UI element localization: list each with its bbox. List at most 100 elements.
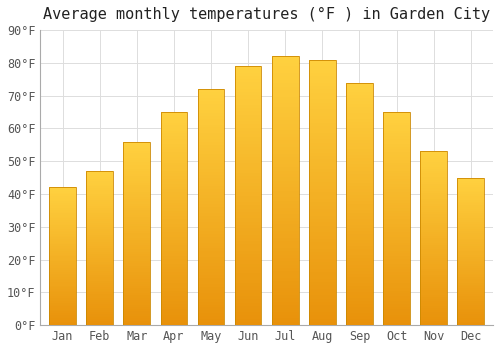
Bar: [124, 151, 150, 153]
Bar: [309, 162, 336, 166]
Bar: [160, 232, 188, 234]
Bar: [86, 283, 113, 285]
Bar: [235, 234, 262, 238]
Bar: [420, 225, 447, 228]
Bar: [235, 228, 262, 231]
Bar: [124, 286, 150, 288]
Bar: [420, 195, 447, 197]
Bar: [49, 193, 76, 194]
Bar: [420, 240, 447, 243]
Bar: [124, 243, 150, 245]
Bar: [272, 241, 298, 245]
Bar: [272, 285, 298, 288]
Bar: [458, 209, 484, 211]
Bar: [160, 216, 188, 219]
Bar: [235, 315, 262, 319]
Bar: [86, 310, 113, 312]
Bar: [272, 281, 298, 285]
Bar: [383, 176, 410, 178]
Bar: [346, 289, 373, 292]
Bar: [346, 174, 373, 176]
Bar: [383, 293, 410, 296]
Bar: [160, 178, 188, 181]
Bar: [49, 215, 76, 217]
Bar: [49, 191, 76, 192]
Bar: [420, 197, 447, 199]
Bar: [309, 90, 336, 93]
Bar: [198, 175, 224, 178]
Bar: [272, 161, 298, 164]
Bar: [124, 153, 150, 155]
Bar: [160, 115, 188, 117]
Bar: [160, 149, 188, 152]
Bar: [198, 234, 224, 237]
Bar: [420, 275, 447, 278]
Bar: [346, 225, 373, 228]
Bar: [346, 219, 373, 222]
Bar: [86, 214, 113, 215]
Bar: [86, 196, 113, 198]
Bar: [49, 284, 76, 286]
Bar: [272, 322, 298, 325]
Bar: [420, 260, 447, 262]
Bar: [309, 146, 336, 149]
Bar: [309, 279, 336, 282]
Bar: [272, 191, 298, 194]
Bar: [160, 237, 188, 240]
Bar: [235, 193, 262, 196]
Bar: [124, 162, 150, 164]
Bar: [198, 95, 224, 98]
Bar: [420, 267, 447, 269]
Bar: [458, 229, 484, 231]
Bar: [458, 200, 484, 202]
Bar: [235, 141, 262, 144]
Bar: [198, 296, 224, 299]
Bar: [198, 310, 224, 313]
Bar: [86, 242, 113, 244]
Bar: [160, 187, 188, 189]
Bar: [86, 171, 113, 325]
Bar: [383, 269, 410, 272]
Bar: [272, 298, 298, 302]
Bar: [383, 205, 410, 208]
Bar: [235, 264, 262, 267]
Bar: [160, 184, 188, 187]
Bar: [160, 317, 188, 320]
Bar: [383, 125, 410, 128]
Bar: [346, 292, 373, 295]
Bar: [309, 173, 336, 176]
Bar: [124, 256, 150, 259]
Bar: [160, 221, 188, 224]
Bar: [124, 201, 150, 204]
Bar: [458, 285, 484, 286]
Bar: [383, 152, 410, 155]
Bar: [49, 293, 76, 294]
Bar: [124, 178, 150, 181]
Bar: [86, 264, 113, 265]
Bar: [309, 206, 336, 209]
Bar: [49, 308, 76, 310]
Bar: [309, 315, 336, 318]
Bar: [235, 108, 262, 112]
Bar: [124, 288, 150, 291]
Bar: [49, 239, 76, 241]
Bar: [86, 238, 113, 240]
Bar: [346, 104, 373, 107]
Bar: [86, 202, 113, 204]
Bar: [124, 169, 150, 171]
Bar: [49, 286, 76, 287]
Bar: [272, 265, 298, 268]
Bar: [272, 197, 298, 201]
Bar: [235, 322, 262, 325]
Bar: [124, 284, 150, 286]
Bar: [346, 189, 373, 192]
Bar: [383, 285, 410, 288]
Bar: [272, 181, 298, 184]
Bar: [86, 187, 113, 188]
Bar: [309, 322, 336, 325]
Bar: [383, 274, 410, 277]
Bar: [160, 117, 188, 120]
Bar: [124, 236, 150, 238]
Bar: [235, 170, 262, 173]
Bar: [235, 202, 262, 205]
